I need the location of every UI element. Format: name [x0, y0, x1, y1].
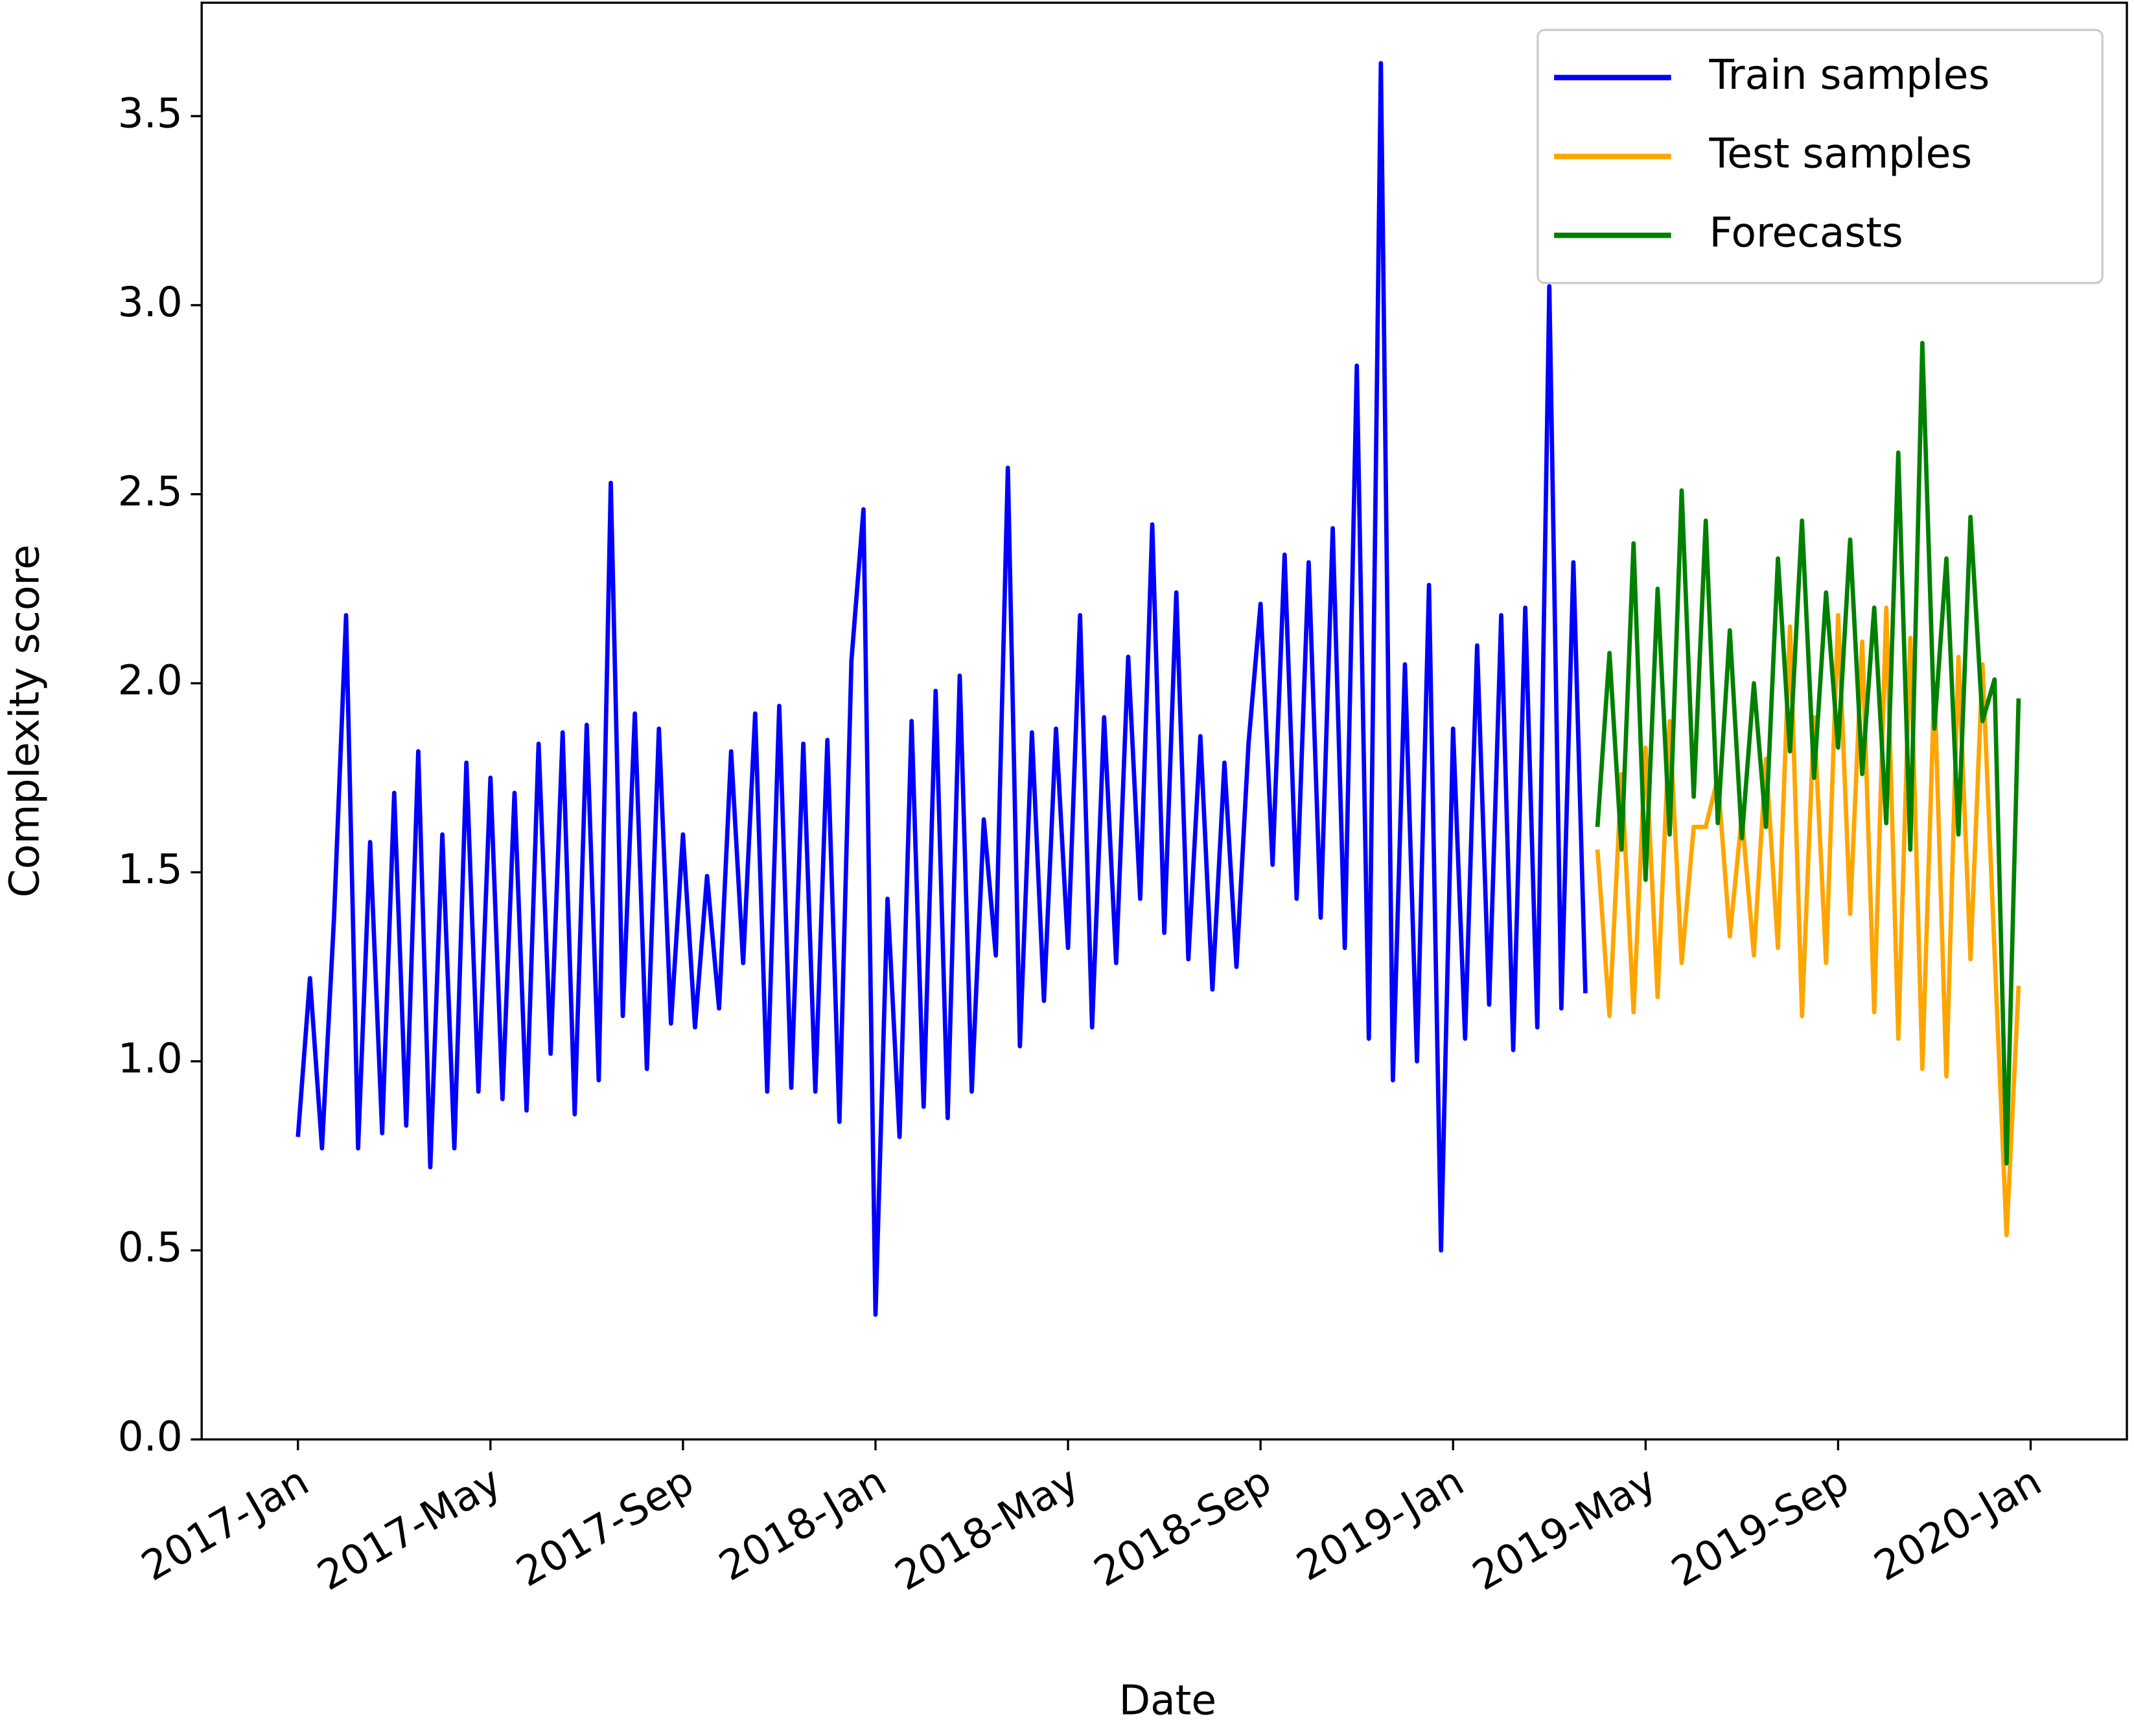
x-tick-label: 2019-Jan — [1289, 1457, 1472, 1590]
series-line — [1595, 605, 2021, 1238]
legend-box — [1537, 29, 2104, 284]
x-tick-label: 2019-Sep — [1664, 1457, 1857, 1596]
x-tick-label: 2017-Sep — [509, 1457, 702, 1596]
legend-label: Test samples — [1708, 130, 1972, 178]
x-axis-label: Date — [1119, 1677, 1217, 1724]
y-tick-label: 1.0 — [118, 1035, 183, 1082]
x-tick-label: 2018-May — [887, 1457, 1087, 1600]
legend-label: Forecasts — [1709, 209, 1903, 256]
legend-label: Train samples — [1708, 51, 1989, 98]
plot-frame — [200, 1, 2128, 1441]
y-tick-label: 0.5 — [118, 1224, 183, 1271]
series-line — [296, 61, 1588, 1317]
x-tick-label: 2020-Jan — [1866, 1457, 2049, 1590]
x-tick-label: 2018-Sep — [1086, 1457, 1279, 1596]
x-tick-label: 2019-May — [1465, 1457, 1664, 1600]
x-tick-label: 2017-May — [310, 1457, 509, 1600]
x-tick-label: 2017-Jan — [133, 1457, 316, 1590]
y-tick-label: 2.0 — [118, 656, 183, 704]
y-tick-label: 3.0 — [118, 279, 183, 326]
y-tick-label: 3.5 — [118, 89, 183, 137]
y-tick-label: 0.0 — [118, 1413, 183, 1460]
y-tick-label: 2.5 — [118, 468, 183, 515]
y-axis-label: Complexity score — [1, 544, 49, 897]
y-tick-label: 1.5 — [118, 846, 183, 893]
series-line — [1595, 340, 2021, 1166]
x-tick-label: 2018-Jan — [712, 1457, 894, 1590]
